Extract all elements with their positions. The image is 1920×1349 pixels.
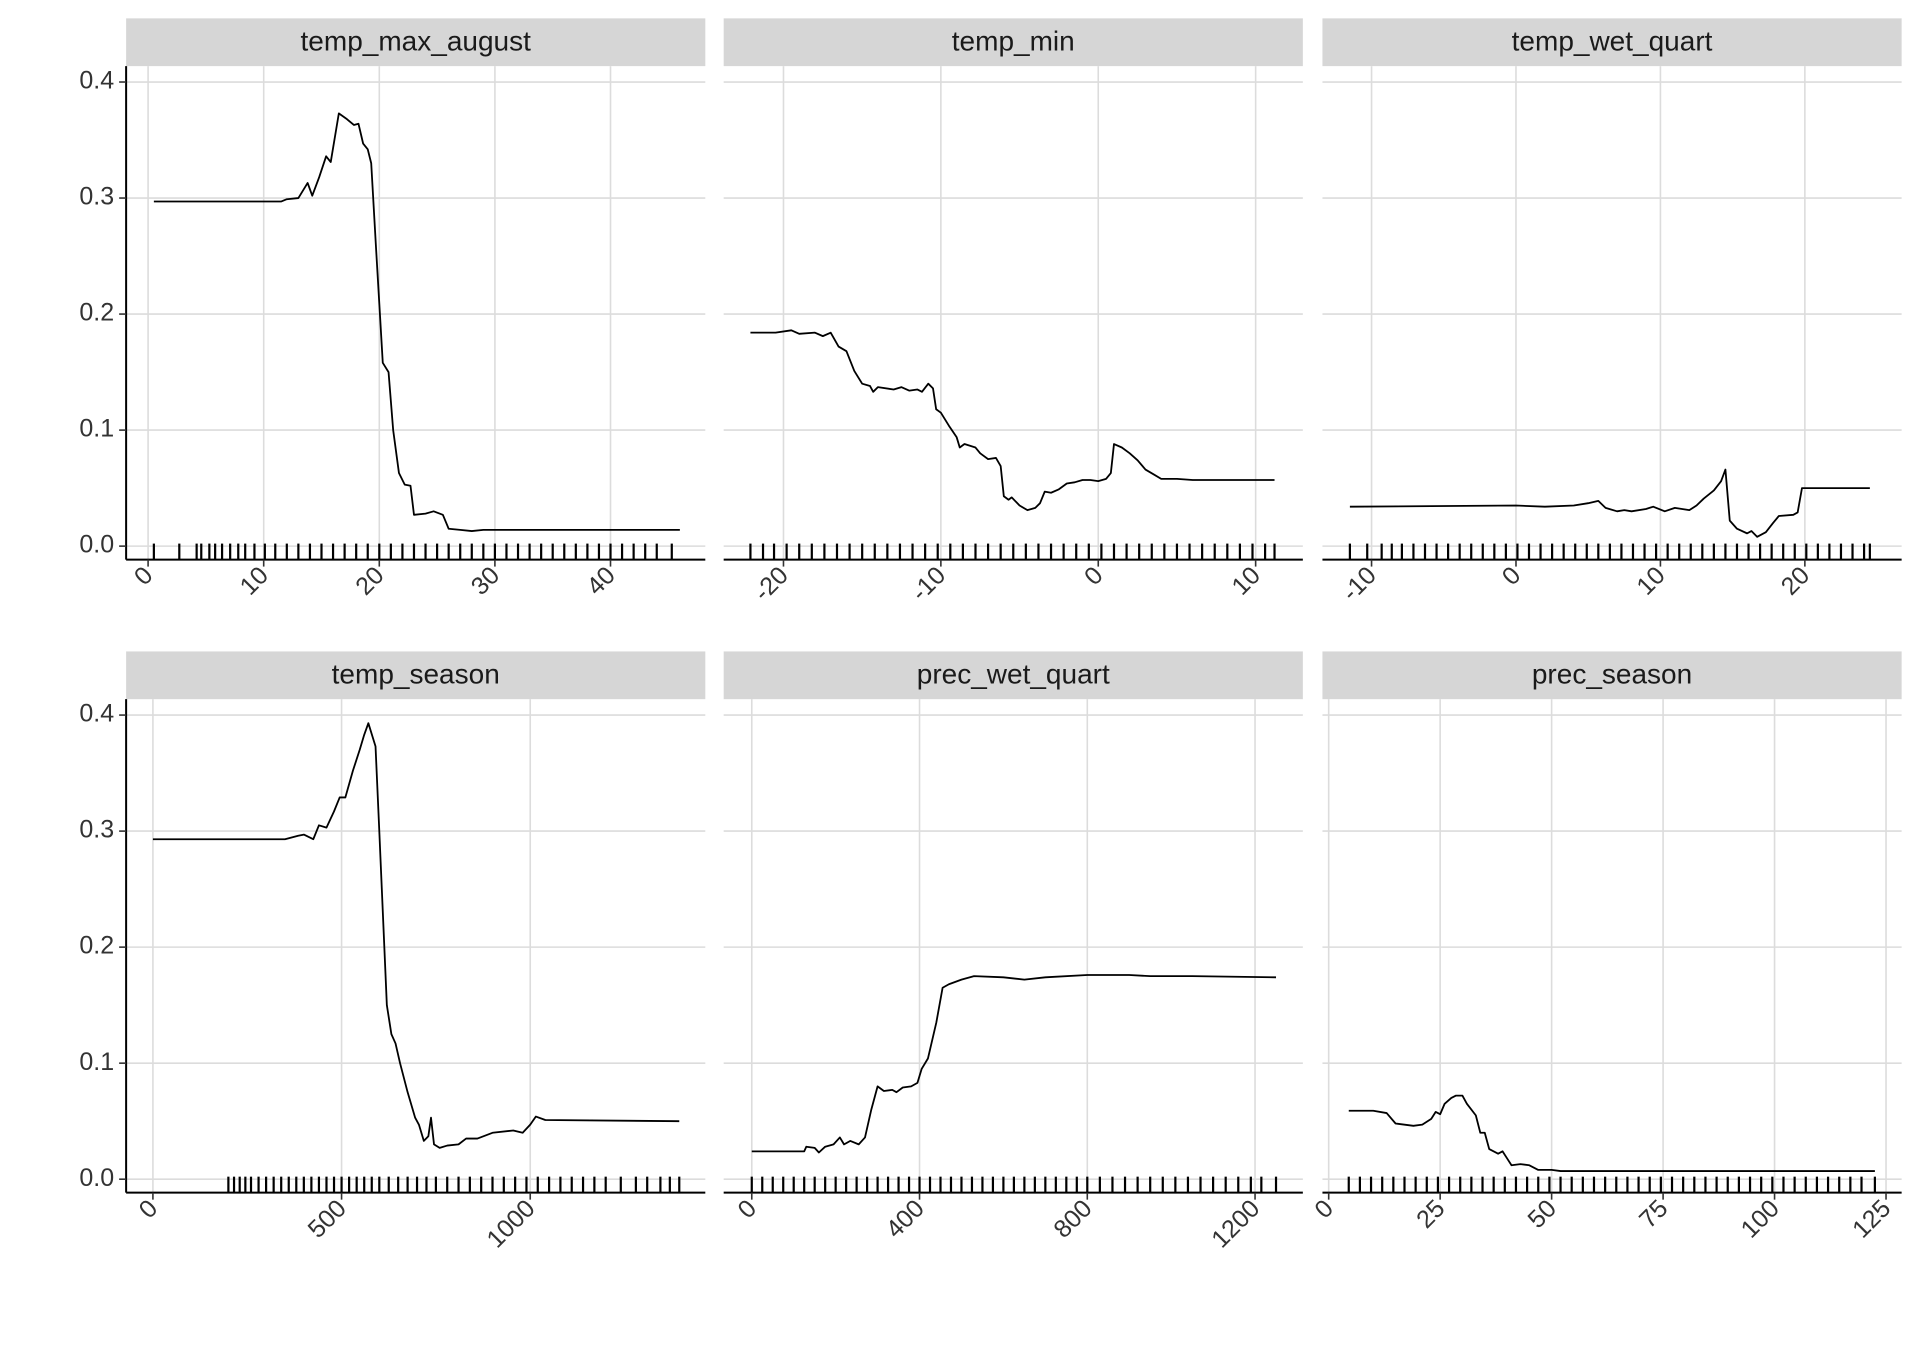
x-tick-label: 400 (881, 1194, 930, 1243)
x-tick-label: 500 (303, 1194, 352, 1243)
x-tick-label: 800 (1048, 1194, 1097, 1243)
x-tick-label: 100 (1736, 1194, 1785, 1243)
x-tick-label: 30 (466, 561, 505, 600)
x-tick-label: -10 (1337, 561, 1382, 606)
x-tick-label: 10 (235, 561, 274, 600)
y-tick-label: 0.1 (79, 415, 114, 443)
x-tick-label: 25 (1411, 1194, 1450, 1233)
x-tick-label: 125 (1847, 1194, 1896, 1243)
x-tick-label: -10 (906, 561, 951, 606)
x-tick-label: 0 (129, 561, 159, 591)
pd-line (750, 329, 1275, 512)
x-tick-label: 20 (1776, 561, 1815, 600)
panel-title: prec_wet_quart (917, 659, 1110, 690)
x-tick-label: 0 (1497, 561, 1527, 591)
strip (723, 18, 1303, 67)
x-tick-label: 1200 (1206, 1194, 1265, 1253)
x-tick-label: 20 (350, 561, 389, 600)
y-tick-label: 0.0 (79, 531, 114, 559)
x-tick-label: 10 (1631, 561, 1670, 600)
pd-line (152, 722, 680, 1149)
y-tick-label: 0.4 (79, 67, 114, 95)
x-tick-label: -20 (748, 561, 793, 606)
panel-title: temp_wet_quart (1512, 26, 1713, 57)
pd-line (1349, 468, 1870, 538)
panel: temp_min -20 -10 0 10 (723, 18, 1303, 607)
y-tick-label: 0.3 (79, 183, 114, 211)
y-tick-label: 0.1 (79, 1048, 114, 1076)
x-tick-label: 0 (1079, 561, 1109, 591)
strip (1322, 651, 1902, 700)
pd-line (153, 112, 680, 532)
panel: temp_max_august 0 10 20 30 40 0.0 0.1 0.2 0.3 0.4 (79, 18, 706, 601)
x-tick-label: 40 (581, 561, 620, 600)
x-tick-label: 1000 (481, 1194, 540, 1253)
pd-line (1348, 1094, 1875, 1172)
y-tick-label: 0.2 (79, 932, 114, 960)
x-tick-label: 75 (1634, 1194, 1673, 1233)
panel-title: temp_season (332, 659, 500, 690)
strip (126, 18, 706, 67)
y-tick-label: 0.3 (79, 816, 114, 844)
panel: temp_wet_quart -10 0 10 20 (1322, 18, 1902, 607)
strip (1322, 18, 1902, 67)
x-tick-label: 0 (134, 1194, 164, 1224)
panel-title: temp_max_august (301, 26, 532, 57)
panel-title: prec_season (1532, 659, 1692, 690)
panel: temp_season 0 500 1000 0.0 0.1 0.2 0.3 0.4 (79, 651, 706, 1253)
x-tick-label: 0 (732, 1194, 762, 1224)
panel: prec_wet_quart 0 400 800 1200 (723, 651, 1303, 1253)
strip (723, 651, 1303, 700)
y-tick-label: 0.4 (79, 700, 114, 728)
x-tick-label: 0 (1309, 1194, 1339, 1224)
x-tick-label: 10 (1227, 561, 1266, 600)
y-tick-label: 0.2 (79, 299, 114, 327)
strip (126, 651, 706, 700)
x-tick-label: 50 (1522, 1194, 1561, 1233)
pd-line (751, 974, 1277, 1154)
y-tick-label: 0.0 (79, 1164, 114, 1192)
panel-title: temp_min (952, 26, 1075, 57)
panel: prec_season 0 25 50 75 100 125 (1309, 651, 1902, 1244)
